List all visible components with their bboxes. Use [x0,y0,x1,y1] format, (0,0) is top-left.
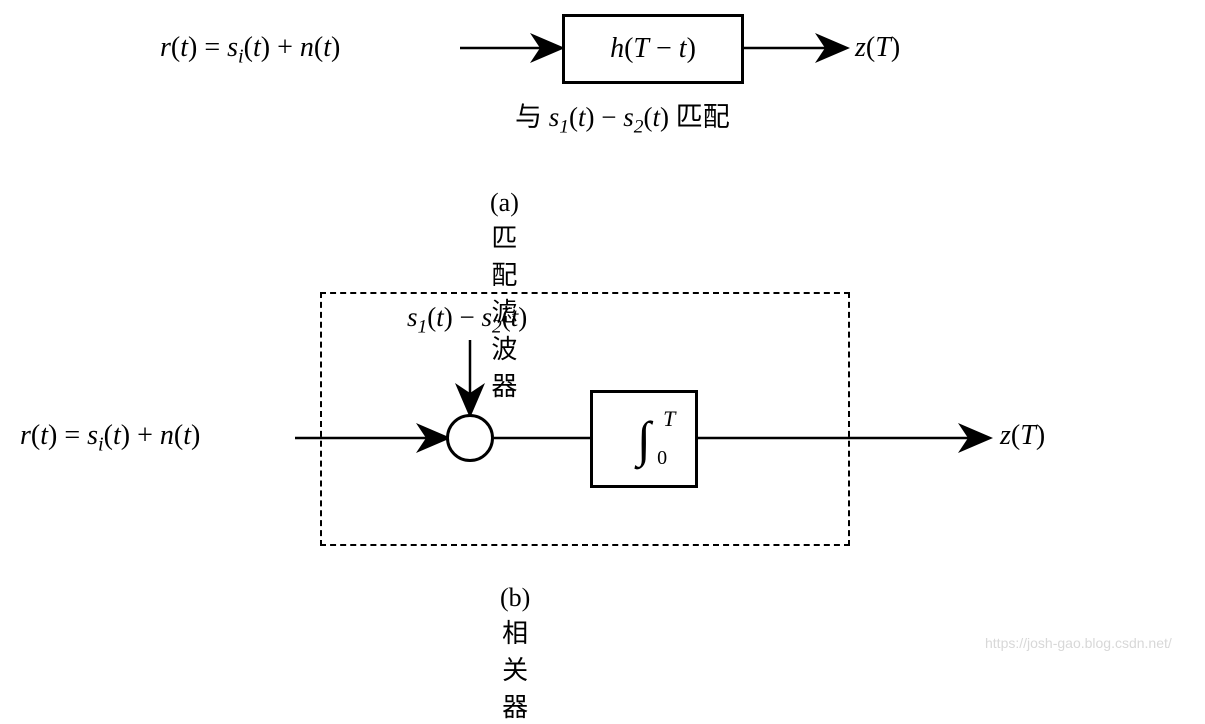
figure-b-output-label: z(T) [1000,420,1045,452]
integrator-block: ∫ T 0 [590,390,698,488]
figure-b-lines [0,0,1205,666]
integral-upper: T [663,406,675,432]
integral-symbol: ∫ T 0 [637,410,651,468]
figure-b-ref-label: s1(t) − s2(t) [407,302,527,338]
watermark-text: https://josh-gao.blog.csdn.net/ [985,635,1172,651]
integral-lower: 0 [657,447,667,470]
figure-b-caption: (b) 相关器 [500,583,530,724]
multiplier-icon [446,414,494,462]
